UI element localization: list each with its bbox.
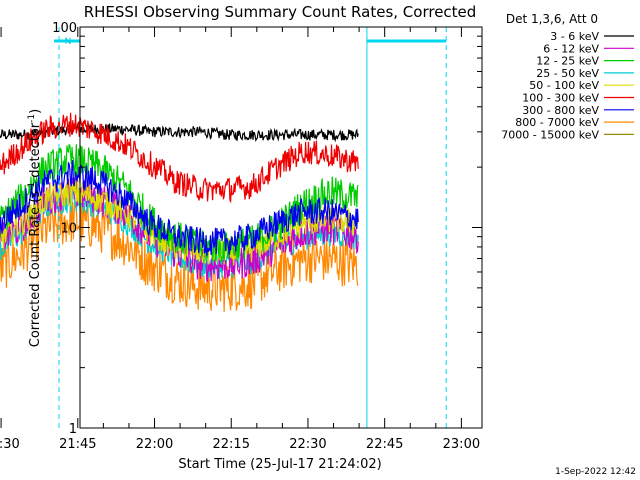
x-tick-label: 22:00: [136, 437, 173, 452]
series-curves: [0, 112, 359, 312]
series-line: [0, 159, 359, 256]
x-tick-label: 21:30: [0, 437, 20, 452]
legend-label: 800 - 7000 keV: [515, 116, 599, 129]
legend-label: 300 - 800 keV: [522, 104, 599, 117]
legend-label: 6 - 12 keV: [543, 42, 599, 55]
x-tick-label: 23:00: [443, 437, 480, 452]
x-tick-label: 22:30: [289, 437, 326, 452]
y-tick-label: 1: [69, 422, 77, 437]
legend-label: 100 - 300 keV: [522, 92, 599, 105]
legend-label: 7000 - 15000 keV: [501, 128, 599, 141]
legend-label: 12 - 25 keV: [536, 55, 599, 68]
y-tick-label: 10: [60, 222, 77, 237]
observing-markers: N: [54, 27, 447, 428]
series-line: [0, 180, 359, 266]
legend-label: 50 - 100 keV: [529, 79, 599, 92]
x-tick-label: 21:45: [59, 437, 96, 452]
legend-label: 25 - 50 keV: [536, 67, 599, 80]
x-tick-label: 22:45: [366, 437, 403, 452]
footer-timestamp: 1-Sep-2022 12:42: [555, 467, 636, 477]
x-tick-label: 22:15: [213, 437, 250, 452]
y-axis-label: Corrected Count Rate (s-1 detector-1): [27, 109, 43, 347]
series-line: [0, 197, 359, 312]
legend-label: 3 - 6 keV: [550, 30, 599, 43]
series-line: [0, 121, 359, 143]
legend-title: Det 1,3,6, Att 0: [506, 12, 598, 26]
chart-title: RHESSI Observing Summary Count Rates, Co…: [84, 3, 477, 21]
x-axis-label: Start Time (25-Jul-17 21:24:02): [178, 457, 381, 472]
night-label: N: [65, 37, 72, 47]
series-line: [0, 112, 359, 204]
axis-ticks: 1 10 100 21:30 21:45 22:00 22:15 22:30 22:45 23:0…: [0, 21, 482, 452]
y-tick-label: 100: [52, 21, 77, 36]
